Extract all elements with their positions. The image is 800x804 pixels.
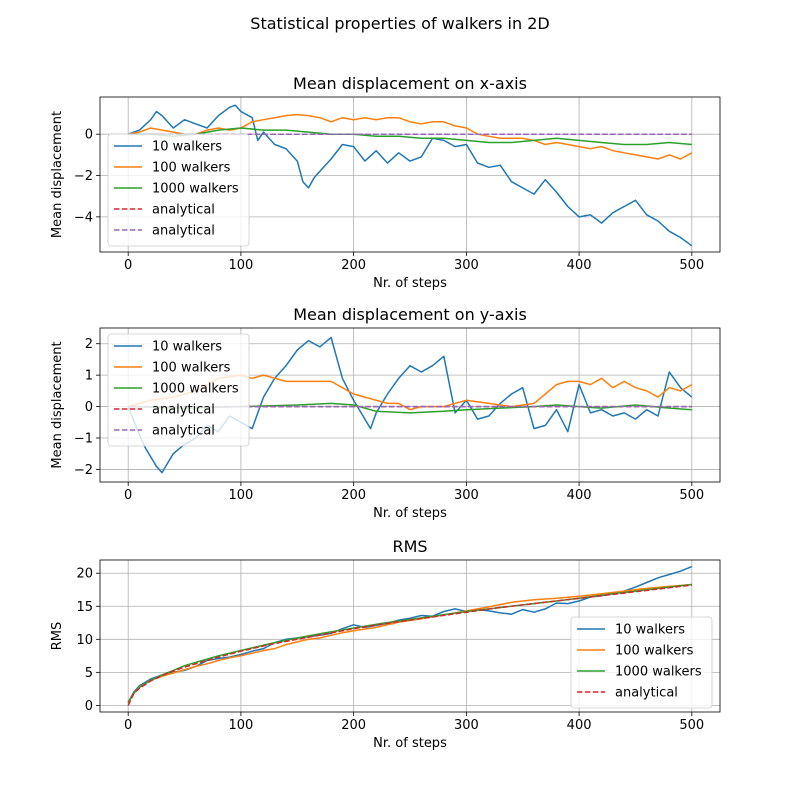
- x-tick-label: 100: [228, 488, 253, 503]
- legend-label: analytical: [152, 424, 215, 439]
- legend-box: [107, 133, 250, 247]
- legend-label: 100 walkers: [152, 361, 231, 376]
- y-tick-label: −4: [74, 210, 93, 225]
- x-tick-label: 400: [567, 488, 592, 503]
- legend-label: analytical: [152, 224, 215, 239]
- y-axis-label: Mean displacement: [50, 341, 65, 468]
- chart-title: Mean displacement on y-axis: [293, 305, 527, 324]
- x-tick-label: 100: [228, 258, 253, 273]
- x-tick-label: 200: [341, 258, 366, 273]
- axes-frame: [99, 327, 721, 483]
- series-line-2: [128, 113, 693, 160]
- x-tick-label: 200: [341, 488, 366, 503]
- y-tick-label: 0: [85, 128, 93, 143]
- y-tick-label: −2: [74, 463, 93, 478]
- x-tick-label: 0: [124, 258, 132, 273]
- y-tick-label: 15: [76, 600, 93, 615]
- y-tick-label: 10: [76, 633, 93, 648]
- axes-frame: [99, 96, 721, 253]
- series-group: [127, 104, 693, 247]
- legend-label: 10 walkers: [152, 140, 222, 155]
- series-line-4: [127, 584, 692, 706]
- legend-label: analytical: [152, 203, 215, 218]
- series-line-3: [128, 127, 692, 146]
- legend-label: analytical: [152, 403, 215, 418]
- series-group: [127, 565, 693, 706]
- legend-label: 100 walkers: [615, 644, 694, 659]
- x-tick-label: 500: [679, 258, 704, 273]
- series-group: [127, 336, 693, 474]
- legend-label: 10 walkers: [152, 340, 222, 355]
- legend: 10 walkers 100 walkers 1000 walkers analyti…: [107, 133, 250, 247]
- y-tick-label: 5: [85, 666, 93, 681]
- y-tick-label: 20: [76, 567, 93, 582]
- x-tick-label: 200: [341, 718, 366, 733]
- legend-label: 100 walkers: [152, 161, 231, 176]
- y-tick-label: 1: [85, 369, 93, 384]
- series-line-2: [127, 583, 692, 704]
- x-tick-label: 500: [679, 718, 704, 733]
- x-tick-label: 0: [124, 488, 132, 503]
- x-tick-label: 400: [567, 718, 592, 733]
- x-tick-label: 500: [679, 488, 704, 503]
- legend-label: 1000 walkers: [615, 665, 702, 680]
- x-tick-label: 300: [454, 258, 479, 273]
- axes-frame: [99, 559, 721, 713]
- series-line-1: [127, 104, 693, 247]
- x-axis-label: Nr. of steps: [373, 506, 447, 521]
- legend-box: [107, 333, 250, 447]
- x-tick-label: 400: [567, 258, 592, 273]
- y-tick-label: 0: [85, 699, 93, 714]
- chart-panel-3: RMS 0 100 200 300 400 500 0 5 10 15 20 Nr. of steps R…: [50, 537, 721, 751]
- y-tick-label: −1: [74, 432, 93, 447]
- x-tick-label: 0: [124, 718, 132, 733]
- x-axis-label: Nr. of steps: [373, 736, 447, 751]
- y-axis-label: RMS: [50, 622, 65, 651]
- series-line-3: [128, 402, 692, 414]
- chart-title: RMS: [392, 537, 427, 556]
- legend-label: 10 walkers: [615, 623, 685, 638]
- legend-box: [570, 616, 713, 709]
- y-tick-label: 0: [85, 400, 93, 415]
- legend-label: 1000 walkers: [152, 382, 239, 397]
- chart-panel-1: Mean displacement on x-axis 0 100 200 300 400…: [50, 74, 721, 291]
- legend-label: 1000 walkers: [152, 182, 239, 197]
- legend: 10 walkers 100 walkers 1000 walkers analyti…: [107, 333, 250, 447]
- x-tick-label: 300: [454, 488, 479, 503]
- chart-title: Mean displacement on x-axis: [293, 74, 527, 93]
- x-tick-label: 100: [228, 718, 253, 733]
- figure-title: Statistical properties of walkers in 2D: [250, 14, 550, 33]
- y-axis-label: Mean displacement: [50, 111, 65, 238]
- legend-label: analytical: [615, 686, 678, 701]
- x-tick-label: 300: [454, 718, 479, 733]
- y-tick-label: −2: [74, 169, 93, 184]
- chart-panel-2: Mean displacement on y-axis 0 100 200 300 400…: [50, 305, 721, 521]
- y-tick-label: 2: [85, 337, 93, 352]
- x-axis-label: Nr. of steps: [373, 276, 447, 291]
- legend: 10 walkers 100 walkers 1000 walkers analyti…: [570, 616, 713, 709]
